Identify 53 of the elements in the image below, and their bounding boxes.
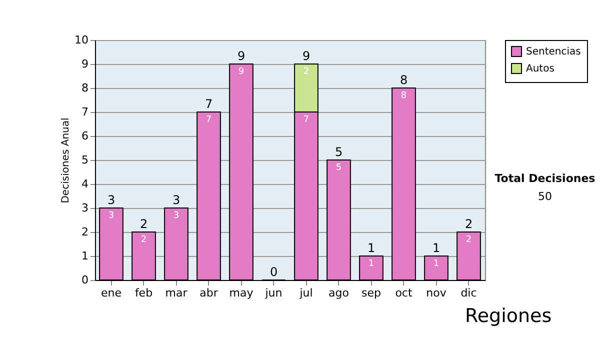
text: Regiones [465,305,553,327]
data-label: 1 [433,259,440,269]
y-tick-label: 7 [82,106,88,118]
y-tick-label: 3 [82,202,88,214]
total-label: 9 [302,49,310,63]
data-label: 7 [303,115,310,125]
y-tick-label: 9 [82,58,88,70]
legend-label: Autos [526,64,554,74]
data-label: 5 [336,163,342,173]
y-tick-label: 5 [82,154,88,166]
x-tick-label: sep [362,286,382,300]
total-label: 8 [400,73,408,87]
y-tick-label: 0 [82,274,88,286]
y-tick-label: 10 [74,34,88,46]
x-tick-label: ago [328,286,350,300]
total-label: 2 [464,217,473,231]
x-tick-label: may [229,286,254,300]
data-label: 3 [173,211,180,221]
x-tick-label: jul [298,286,313,300]
y-tick-label: 4 [82,178,88,190]
y-tick-label: 2 [82,226,88,238]
data-label: 3 [108,211,114,221]
x-tick-label: oct [395,286,413,300]
total-label: 1 [367,241,376,255]
x-tick-label: nov [426,286,447,300]
y-tick-label: 1 [82,250,88,262]
data-label: 8 [400,91,407,101]
y-tick-label: 6 [82,130,88,142]
total-label: 3 [172,193,180,207]
x-tick-label: mar [165,286,188,300]
total-label: 5 [334,145,343,159]
total-label: 2 [140,217,148,231]
data-label: 2 [466,235,472,245]
x-tick-label: feb [134,286,153,300]
y-tick-label: 8 [82,82,88,94]
data-label: 9 [238,67,244,77]
total-label: 7 [204,97,213,111]
x-tick-label: jun [264,286,282,300]
x-tick-label: ene [100,286,122,300]
total-label: 1 [432,241,440,255]
total-label: 3 [107,193,116,207]
data-label: 1 [368,259,374,269]
total-label: 9 [237,49,246,63]
x-tick-label: dic [460,286,477,300]
text: Total Decisiones [494,172,596,185]
total-label: 0 [270,265,278,279]
legend-label: Sentencias [526,46,581,58]
data-label: 7 [206,115,212,125]
y-axis-title: Decisiones Anual [60,118,72,204]
data-label: 2 [303,67,310,77]
data-label: 2 [140,235,147,245]
text: 50 [537,190,553,203]
x-tick-label: abr [200,286,218,300]
